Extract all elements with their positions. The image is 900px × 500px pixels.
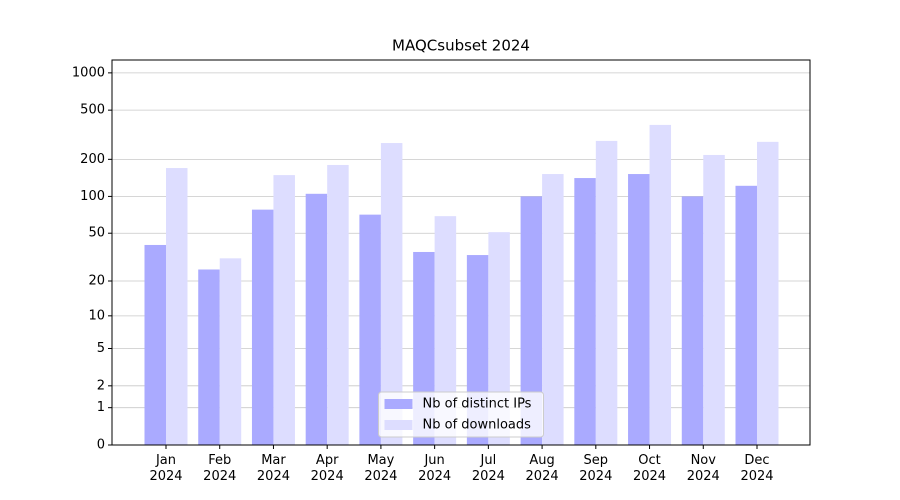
bar — [681, 196, 704, 445]
y-tick-label: 5 — [97, 341, 105, 356]
x-tick-label: Aug 2024 — [525, 453, 559, 484]
y-tick-label: 1000 — [72, 65, 105, 80]
x-tick-label: Oct 2024 — [632, 453, 667, 484]
bar — [628, 174, 650, 445]
x-tick-label: Jan 2024 — [149, 453, 183, 484]
bar — [735, 185, 757, 446]
bar — [327, 164, 349, 445]
x-tick-label: Apr 2024 — [310, 453, 344, 484]
bar — [305, 193, 328, 445]
bar — [649, 124, 672, 446]
legend-label: Nb of distinct IPs — [423, 397, 532, 412]
y-tick-label: 0 — [97, 438, 105, 453]
x-tick-label: Mar 2024 — [256, 453, 290, 484]
bar — [703, 154, 725, 445]
x-tick-label: Nov 2024 — [686, 453, 720, 484]
legend-swatch — [384, 399, 413, 409]
y-tick-label: 1 — [97, 400, 105, 415]
x-tick-label: Jul 2024 — [471, 453, 505, 484]
bar — [574, 178, 596, 446]
y-tick-label: 200 — [80, 152, 105, 167]
x-tick-label: Sep 2024 — [579, 453, 613, 484]
bar — [520, 196, 543, 445]
y-tick-label: 50 — [88, 226, 105, 241]
legend-label: Nb of downloads — [423, 418, 532, 433]
bar — [166, 168, 188, 446]
bar — [434, 216, 457, 445]
y-tick-label: 2 — [97, 378, 105, 393]
bar — [380, 143, 403, 445]
bar — [251, 209, 274, 445]
y-tick-label: 10 — [88, 308, 105, 323]
bar — [542, 174, 564, 445]
bar — [198, 269, 220, 445]
y-tick-label: 100 — [80, 189, 105, 204]
bar — [595, 140, 618, 446]
x-tick-label: May 2024 — [364, 453, 398, 484]
legend-box — [378, 391, 544, 438]
bar — [219, 258, 242, 445]
bar — [359, 214, 381, 445]
bar — [273, 175, 295, 445]
legend-swatch — [384, 420, 413, 430]
x-tick-label: Dec 2024 — [740, 453, 774, 484]
x-tick-label: Jun 2024 — [418, 453, 452, 484]
bar — [757, 141, 779, 445]
bar — [144, 244, 166, 445]
chart-title: MAQCsubset 2024 — [392, 37, 530, 55]
plot-frame — [111, 59, 811, 446]
y-tick-label: 20 — [88, 274, 105, 289]
x-tick-label: Feb 2024 — [203, 453, 237, 484]
y-tick-label: 500 — [80, 103, 105, 118]
